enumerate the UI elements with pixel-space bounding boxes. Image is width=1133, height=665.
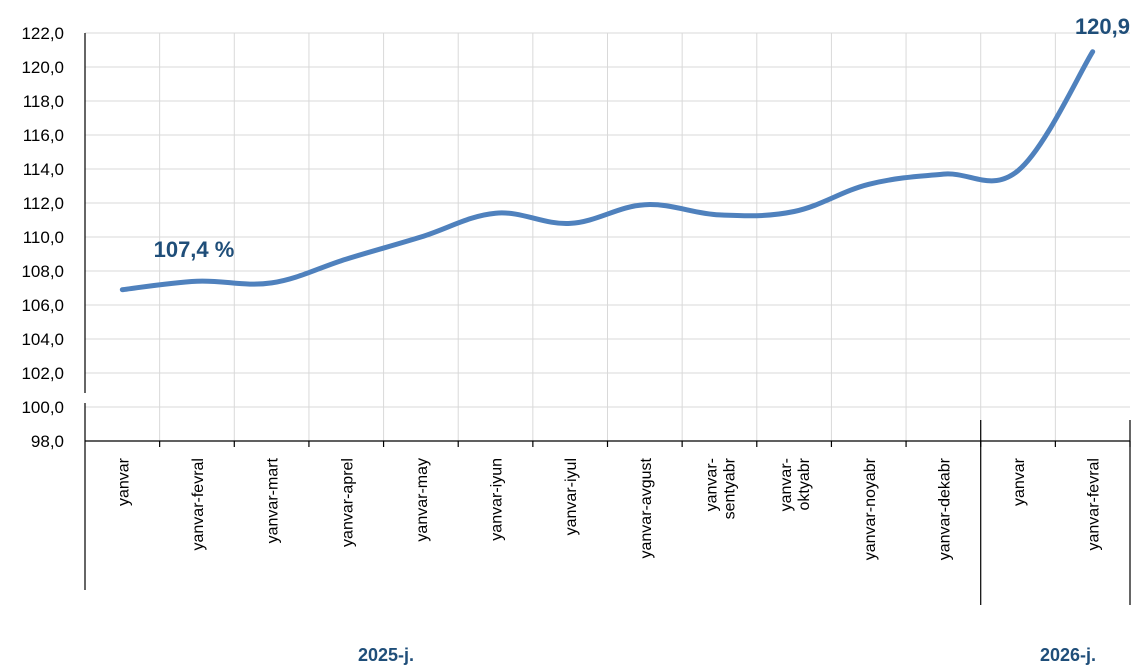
y-tick-label: 108,0	[21, 262, 64, 281]
x-tick-label: sentyabr	[721, 457, 738, 519]
x-tick-label: yanvar-	[703, 458, 720, 511]
y-tick-label: 104,0	[21, 330, 64, 349]
y-tick-label: 116,0	[23, 126, 64, 145]
year-group-label: 2025-j.	[358, 645, 414, 665]
x-tick-label: yanvar-fevral	[1086, 458, 1103, 550]
year-group-label: 2026-j.	[1040, 645, 1096, 665]
x-tick-label: oktyabr	[796, 457, 813, 510]
y-tick-label: 118,0	[23, 92, 64, 111]
y-tick-label: 98,0	[31, 432, 64, 451]
x-tick-label: yanvar-mart	[265, 457, 282, 543]
x-tick-label: yanvar-avgust	[638, 457, 655, 558]
x-tick-label: yanvar-dekabr	[936, 457, 953, 560]
y-tick-label: 102,0	[21, 364, 64, 383]
y-tick-label: 100,0	[21, 398, 64, 417]
y-tick-label: 106,0	[21, 296, 64, 315]
x-tick-label: yanvar-noyabr	[862, 457, 879, 560]
x-tick-label: yanvar	[1011, 457, 1028, 506]
x-tick-label: yanvar-fevral	[190, 458, 207, 550]
y-tick-label: 112,0	[23, 194, 64, 213]
x-tick-label: yanvar-aprel	[339, 458, 356, 547]
data-label: 120,9	[1075, 14, 1130, 39]
x-tick-label: yanvar-	[778, 458, 795, 511]
x-tick-label: yanvar	[115, 457, 132, 506]
y-tick-label: 110,0	[23, 228, 64, 247]
x-tick-label: yanvar-iyul	[563, 458, 580, 535]
x-tick-label: yanvar-may	[414, 458, 431, 542]
data-label: 107,4 %	[154, 237, 235, 262]
y-tick-label: 122,0	[21, 24, 64, 43]
y-tick-label: 114,0	[23, 160, 64, 179]
x-tick-label: yanvar-iyun	[489, 458, 506, 541]
y-tick-label: 120,0	[21, 58, 64, 77]
